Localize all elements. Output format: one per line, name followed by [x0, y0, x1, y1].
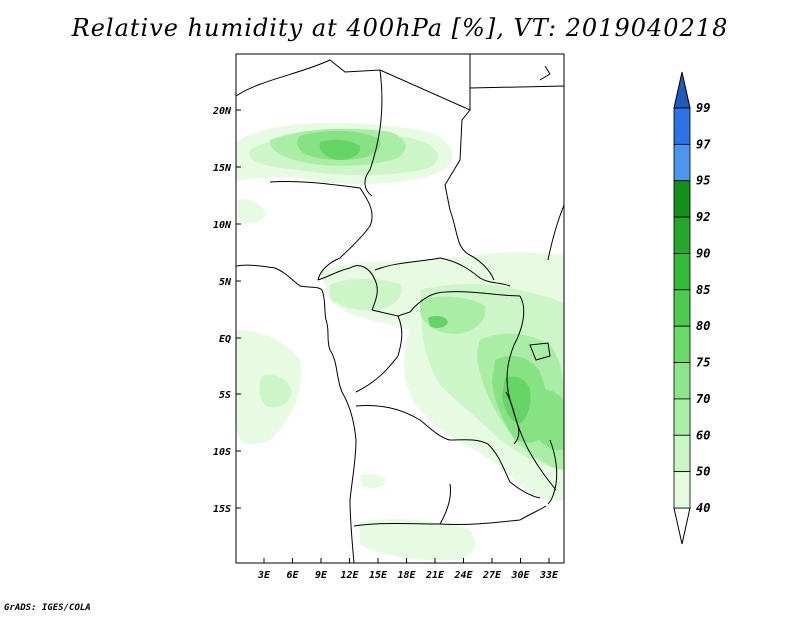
lat-tick-label: 5S	[219, 390, 231, 401]
latitude-axis: 20N 15N 10N 5N EQ 5S 10S 15S	[212, 106, 241, 515]
coastline-borders	[236, 54, 564, 563]
colorbar-segment	[673, 325, 691, 363]
map-title: Relative humidity at 400hPa [%], VT: 201…	[71, 14, 729, 42]
sahara-border-2	[329, 54, 471, 111]
east-coast	[547, 204, 564, 261]
congo-north-border	[371, 291, 521, 317]
colorbar-segment	[673, 434, 691, 473]
humidity-area-atlantic-50	[259, 374, 292, 408]
lon-tick-label: 9E	[315, 570, 328, 581]
niger-chad-border	[364, 69, 383, 197]
map-frame	[235, 53, 565, 564]
colorbar-segment	[673, 471, 691, 509]
lon-tick-label: 6E	[286, 570, 299, 581]
drc-west-border	[355, 315, 403, 393]
lon-tick-label: 33E	[539, 570, 559, 581]
humidity-area-rift-75	[502, 376, 531, 424]
car-border	[374, 257, 511, 287]
colorbar-segment	[673, 143, 691, 182]
colorbar-segment	[673, 180, 691, 218]
lon-tick-label: 12E	[340, 570, 359, 581]
colorbar-label: 80	[696, 319, 710, 333]
colorbar-label: 70	[696, 392, 710, 406]
lat-tick-label: 20N	[212, 106, 232, 117]
humidity-area-north-nigeria	[238, 198, 266, 224]
humidity-fill-layer	[236, 122, 564, 561]
lon-tick-label: 3E	[257, 570, 271, 581]
humidity-area-cameroon-50	[330, 278, 402, 311]
namibia-border	[439, 505, 547, 526]
colorbar-label: 95	[696, 174, 710, 188]
colorbar-top-arrow	[673, 71, 691, 109]
lon-tick-label: 18E	[397, 570, 416, 581]
lon-tick-label: 24E	[453, 570, 473, 581]
lat-tick-label: 10S	[213, 447, 231, 458]
lon-tick-label: 21E	[425, 570, 445, 581]
longitude-axis: 3E 6E 9E 12E 15E 18E 21E 24E 27E 30E 33E	[257, 558, 559, 581]
colorbar-label: 90	[696, 246, 710, 260]
colorbar-label: 40	[696, 501, 710, 515]
sahara-border-3	[444, 109, 471, 211]
lake-malawi	[547, 439, 558, 505]
angola-border	[355, 405, 489, 445]
humidity-area-east-70	[527, 388, 564, 451]
nigeria-border	[269, 180, 373, 281]
lon-tick-label: 27E	[482, 570, 502, 581]
humidity-area-center-75	[428, 315, 448, 329]
lat-tick-label: 10N	[213, 220, 232, 231]
colorbar-label: 99	[696, 101, 710, 115]
credit-label: GrADS: IGES/COLA	[4, 603, 91, 613]
chad-sudan-border	[449, 209, 495, 281]
colorbar-label: 75	[696, 356, 710, 370]
colorbar-segment	[673, 216, 691, 254]
colorbar: 99 97 95 92 90 85 80 75 70 60 50 40	[673, 71, 711, 545]
humidity-area-south	[360, 519, 475, 561]
lake-tanganyika	[505, 391, 520, 445]
colorbar-segment	[673, 107, 691, 145]
colorbar-label: 85	[696, 283, 710, 297]
angola-south-border	[353, 483, 451, 527]
lon-tick-label: 15E	[369, 570, 388, 581]
lat-tick-label: 15S	[213, 504, 231, 515]
lat-tick-label: 15N	[213, 163, 232, 174]
lat-tick-label: 5N	[219, 277, 232, 288]
colorbar-label: 60	[696, 428, 710, 442]
west-africa-coast	[236, 264, 357, 563]
colorbar-label: 50	[696, 465, 710, 479]
lat-tick-label: EQ	[219, 334, 231, 345]
colorbar-segment	[673, 289, 691, 327]
cameroon-border	[317, 265, 378, 311]
colorbar-label: 97	[696, 137, 711, 151]
lon-tick-label: 30E	[510, 570, 530, 581]
colorbar-segment	[673, 253, 691, 291]
egypt-border	[469, 85, 564, 89]
colorbar-label: 92	[696, 210, 710, 224]
colorbar-segment	[673, 398, 691, 436]
sahara-border-1	[236, 59, 331, 97]
zambia-border	[487, 443, 541, 499]
lake-victoria	[529, 342, 551, 361]
humidity-area-angola-patch	[360, 473, 386, 488]
colorbar-segment	[673, 362, 691, 400]
somalia-coast	[539, 65, 551, 81]
humidity-area-sahel-75	[319, 139, 361, 160]
colorbar-bottom-arrow	[673, 507, 691, 545]
